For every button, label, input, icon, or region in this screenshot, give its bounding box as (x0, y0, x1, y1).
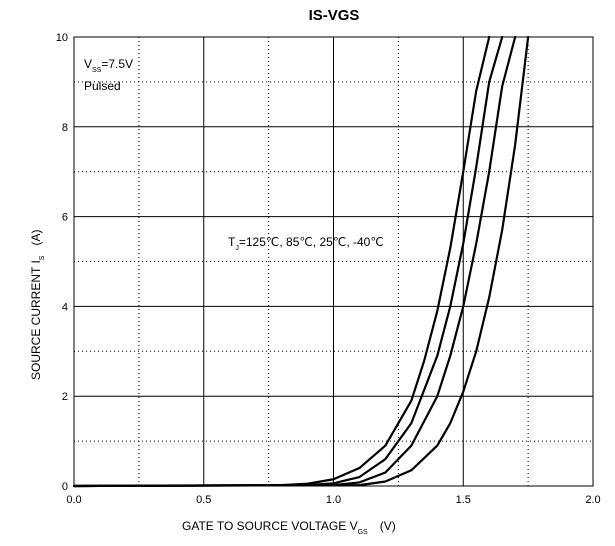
y-tick-label-1: 2 (62, 391, 68, 403)
y-tick-label-5: 10 (56, 32, 68, 44)
minor-grid (74, 37, 593, 486)
x-tick-label-4: 2.0 (585, 494, 600, 506)
y-tick-labels: 0 2 4 6 8 10 (56, 32, 68, 493)
major-grid (74, 37, 593, 486)
x-tick-label-3: 1.5 (456, 494, 471, 506)
y-tick-label-0: 0 (62, 481, 68, 493)
x-axis-label: GATE TO SOURCE VOLTAGE VGS (V) (182, 519, 396, 536)
chart-title: IS-VGS (309, 7, 360, 24)
series-line-0 (72, 35, 491, 488)
x-tick-label-2: 1.0 (326, 494, 341, 506)
series-line-1 (72, 35, 504, 488)
x-tick-label-0: 0.0 (66, 494, 81, 506)
y-tick-label-3: 6 (62, 212, 68, 224)
series-line-3 (72, 35, 530, 488)
y-tick-label-4: 8 (62, 122, 68, 134)
series-line-2 (72, 35, 517, 488)
y-tick-label-2: 4 (62, 301, 68, 313)
x-tick-label-1: 0.5 (196, 494, 211, 506)
condition-pulsed: Pulsed (84, 79, 121, 93)
temperature-annotation: TJ=125℃, 85℃, 25℃, -40℃ (228, 235, 384, 252)
condition-vss: VSS=7.5V (84, 57, 133, 74)
x-tick-labels: 0.0 0.5 1.0 1.5 2.0 (66, 494, 600, 506)
y-axis-label: SOURCE CURRENT IS(A) (29, 230, 46, 380)
series-layer (72, 35, 530, 488)
